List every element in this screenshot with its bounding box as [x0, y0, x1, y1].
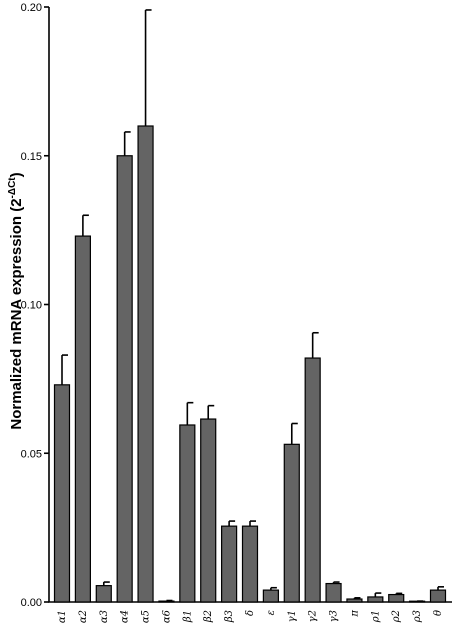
error-bars [61, 9, 444, 602]
bar [95, 585, 112, 603]
bar [367, 596, 384, 603]
bar [262, 589, 279, 603]
x-tick-label: α4 [120, 610, 131, 623]
y-tick-label: 0.10 [21, 300, 42, 312]
x-tick-label: ρ2 [391, 610, 402, 623]
x-tick-label: β2 [203, 610, 214, 623]
y-tick-label: 0.15 [21, 151, 42, 163]
y-axis-title-superscript: -ΔCt [7, 177, 18, 199]
bar [53, 384, 71, 603]
x-tick-label: α5 [141, 610, 152, 623]
x-tick-label: δ [245, 610, 256, 616]
y-tick-label: 0.20 [21, 2, 42, 14]
bar [116, 155, 133, 603]
x-tick-label: γ3 [329, 610, 340, 622]
bars [53, 125, 447, 603]
y-axis-title-main: Normalized mRNA expression (2 [8, 198, 25, 429]
x-tick-label: α3 [99, 610, 110, 623]
axes [48, 7, 452, 603]
bar [346, 598, 363, 603]
bar [137, 125, 154, 603]
bar [388, 593, 405, 603]
bar [304, 357, 321, 603]
bar [325, 582, 342, 603]
y-ticks: 0.00 0.05 0.10 0.15 0.20 [21, 2, 49, 609]
x-tick-label: ρ3 [412, 610, 423, 623]
bar [241, 525, 259, 603]
bar [283, 443, 300, 603]
bar [429, 589, 447, 603]
x-tick-label: α6 [161, 609, 172, 623]
bar [221, 525, 238, 603]
x-tick-label: γ2 [308, 610, 319, 622]
x-tick-label: θ [433, 610, 444, 616]
x-tick-label: α1 [57, 610, 68, 623]
bar [200, 418, 217, 603]
x-tick-label: π [349, 610, 360, 618]
x-tick-label: α2 [78, 610, 89, 623]
svg-text:Normalized mRNA expression (2-: Normalized mRNA expression (2-ΔCt) [7, 172, 25, 429]
bar [74, 235, 91, 603]
y-tick-label: 0.00 [21, 597, 42, 609]
y-axis-title-end: ) [8, 172, 25, 177]
x-tick-label: ρ1 [370, 610, 381, 623]
x-tick-label: β3 [224, 610, 235, 623]
x-tick-label: ε [266, 610, 277, 615]
axis-lines [48, 7, 452, 603]
y-axis-title: Normalized mRNA expression (2-ΔCt) [7, 172, 25, 429]
y-tick-label: 0.05 [21, 448, 42, 460]
bar [179, 424, 196, 603]
x-tick-labels: α1 α2 α3 α4 α5 α6 β1 β2 β3 δ ε γ1 γ2 γ3 π ρ1 ρ2 ρ3 θ [57, 609, 444, 623]
x-tick-label: β1 [182, 610, 193, 623]
x-tick-label: γ1 [287, 610, 298, 622]
